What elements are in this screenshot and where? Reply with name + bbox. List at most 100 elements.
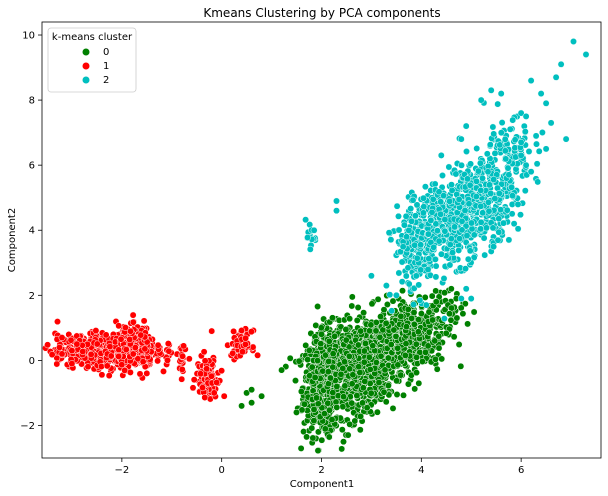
data-point xyxy=(415,316,423,324)
data-point xyxy=(341,358,349,366)
data-point xyxy=(437,198,445,206)
data-point xyxy=(325,337,333,345)
data-point xyxy=(472,193,480,201)
data-point xyxy=(413,254,421,262)
data-point xyxy=(338,445,346,453)
data-point xyxy=(141,345,149,353)
data-point xyxy=(494,100,502,108)
data-point xyxy=(431,180,439,188)
data-point xyxy=(322,351,330,359)
data-point xyxy=(107,352,115,360)
data-point xyxy=(403,233,411,241)
data-point xyxy=(404,305,412,313)
data-point xyxy=(127,327,134,335)
data-point xyxy=(462,285,470,293)
data-point xyxy=(466,181,474,189)
data-point xyxy=(154,341,162,349)
legend-label-0: 0 xyxy=(103,47,109,58)
x-tick-label: 6 xyxy=(518,465,524,476)
data-point xyxy=(400,391,407,399)
data-point xyxy=(445,163,453,171)
data-point xyxy=(324,399,332,407)
y-axis: −2 0 2 4 6 8 10 xyxy=(20,31,42,432)
data-point xyxy=(459,310,467,318)
data-point xyxy=(129,311,137,319)
data-point xyxy=(314,357,322,365)
data-point xyxy=(497,206,505,214)
data-point xyxy=(360,358,368,366)
data-point xyxy=(349,371,357,379)
data-point xyxy=(435,237,443,245)
data-point xyxy=(537,90,545,98)
data-point xyxy=(297,388,305,395)
data-point xyxy=(306,245,314,253)
data-point xyxy=(67,336,75,344)
data-point xyxy=(408,217,416,225)
data-point xyxy=(73,340,81,348)
data-point xyxy=(498,119,506,127)
data-point xyxy=(432,355,439,363)
data-point xyxy=(340,393,348,401)
x-tick-label: 4 xyxy=(418,465,424,476)
data-point xyxy=(92,327,100,335)
data-point xyxy=(527,168,535,176)
data-point xyxy=(314,303,322,310)
data-point xyxy=(409,196,417,204)
data-point xyxy=(435,188,443,196)
data-point xyxy=(441,227,449,235)
data-point xyxy=(305,346,313,354)
data-point xyxy=(200,348,208,356)
data-point xyxy=(393,377,401,385)
data-point xyxy=(354,304,362,311)
data-point xyxy=(477,218,485,226)
data-point xyxy=(53,360,61,368)
data-point xyxy=(424,230,432,238)
data-point xyxy=(491,149,499,157)
data-point xyxy=(353,316,361,324)
data-point xyxy=(510,220,518,228)
data-point xyxy=(375,379,383,386)
data-point xyxy=(468,219,475,227)
data-point xyxy=(462,122,470,130)
data-point xyxy=(483,224,490,232)
data-point xyxy=(422,301,430,309)
data-point xyxy=(329,314,336,322)
data-point xyxy=(351,417,359,425)
data-point xyxy=(387,236,395,244)
legend-marker-0 xyxy=(82,48,90,56)
data-point xyxy=(368,300,376,308)
data-point xyxy=(380,306,388,314)
data-point xyxy=(486,141,494,149)
data-point xyxy=(477,96,485,104)
data-point xyxy=(303,433,311,441)
data-point xyxy=(542,99,550,107)
data-point xyxy=(331,332,339,340)
data-point xyxy=(333,197,340,205)
data-point xyxy=(501,147,509,155)
data-point xyxy=(393,391,401,398)
data-point xyxy=(382,282,390,290)
data-point xyxy=(399,243,407,251)
data-point xyxy=(395,212,402,220)
data-point xyxy=(464,175,471,183)
data-point xyxy=(495,228,503,236)
data-point xyxy=(413,353,421,361)
data-point xyxy=(203,365,211,373)
data-point xyxy=(97,363,105,370)
data-point xyxy=(446,261,454,269)
data-point xyxy=(301,400,308,408)
data-point xyxy=(477,202,485,210)
y-tick-label: 10 xyxy=(22,31,35,42)
data-point xyxy=(468,225,476,233)
data-point xyxy=(310,406,318,413)
data-point xyxy=(342,326,350,333)
data-point xyxy=(359,384,367,392)
data-point xyxy=(220,392,228,400)
data-point xyxy=(535,147,543,155)
data-point xyxy=(362,340,369,347)
y-tick-label: 8 xyxy=(29,96,35,107)
data-point xyxy=(348,302,356,310)
data-point xyxy=(422,348,429,356)
data-point xyxy=(295,357,303,365)
data-point xyxy=(258,392,266,400)
